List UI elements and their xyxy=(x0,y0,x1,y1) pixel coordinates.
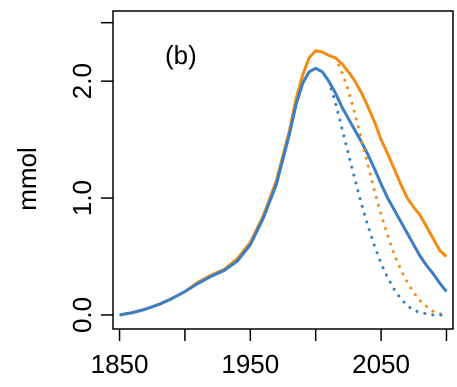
y-tick-label: 2.0 xyxy=(67,63,97,99)
solid-series-line-0 xyxy=(119,49,448,317)
x-tick-label: 1850 xyxy=(91,349,149,379)
x-axis: 1850 1950 2050 xyxy=(91,329,448,379)
x-tick-label: 2050 xyxy=(352,349,410,379)
y-tick-label: 0.0 xyxy=(67,297,97,333)
solid-series-line-1 xyxy=(119,66,448,317)
y-tick-label: 1.0 xyxy=(67,180,97,216)
y-axis: 0.0 1.0 2.0 xyxy=(67,21,113,333)
x-tick-label: 1950 xyxy=(221,349,279,379)
plot-frame xyxy=(112,10,454,330)
panel-label: (b) xyxy=(165,40,197,70)
dotted-series-line-2 xyxy=(333,56,448,317)
y-axis-label: mmol xyxy=(12,147,42,211)
series-layer xyxy=(119,49,448,317)
